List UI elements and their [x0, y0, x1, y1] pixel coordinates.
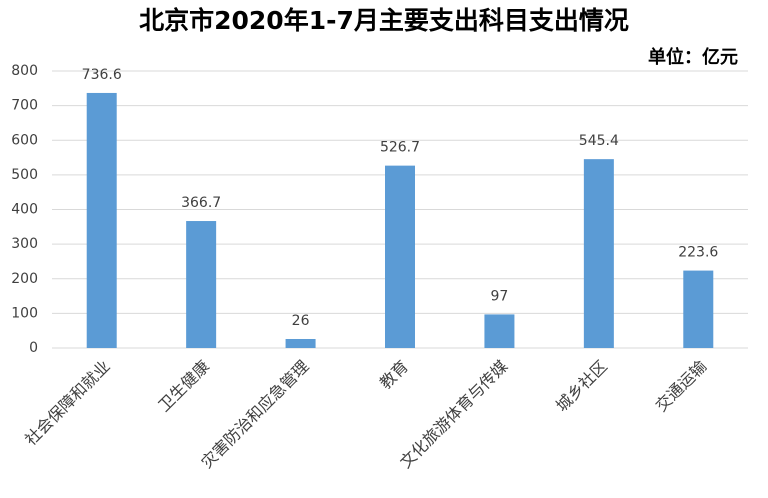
y-tick-label: 300 [11, 236, 38, 252]
y-tick-label: 500 [11, 167, 38, 183]
unit-annotation: 单位：亿元 [648, 46, 738, 68]
value-label: 97 [491, 288, 509, 304]
value-label: 26 [292, 313, 310, 329]
y-tick-label: 700 [11, 98, 38, 114]
x-tick-label: 卫生健康 [154, 357, 213, 416]
y-tick-label: 600 [11, 132, 38, 148]
x-tick-label: 文化旅游体育与传媒 [396, 357, 511, 472]
value-label: 526.7 [380, 140, 420, 156]
x-tick-label: 社会保障和就业 [21, 357, 114, 450]
y-tick-label: 400 [11, 202, 38, 218]
value-label: 545.4 [579, 133, 619, 149]
y-tick-label: 0 [29, 340, 38, 356]
value-label: 223.6 [678, 245, 718, 261]
y-tick-label: 800 [11, 63, 38, 79]
bar [484, 314, 515, 348]
x-tick-label: 城乡社区 [552, 357, 611, 416]
chart-title: 北京市2020年1-7月主要支出科目支出情况 [139, 6, 629, 35]
x-tick-label: 教育 [376, 357, 412, 393]
y-tick-label: 200 [11, 271, 38, 287]
bar [86, 92, 117, 349]
x-tick-label: 交通运输 [652, 357, 711, 416]
bar [285, 338, 316, 348]
bar [186, 221, 217, 348]
bar [683, 270, 714, 348]
bar [583, 159, 614, 348]
value-label: 736.6 [82, 67, 122, 83]
value-label: 366.7 [181, 195, 221, 211]
x-tick-label: 灾害防治和应急管理 [197, 357, 312, 472]
bar [385, 165, 415, 348]
y-tick-label: 100 [11, 305, 38, 321]
